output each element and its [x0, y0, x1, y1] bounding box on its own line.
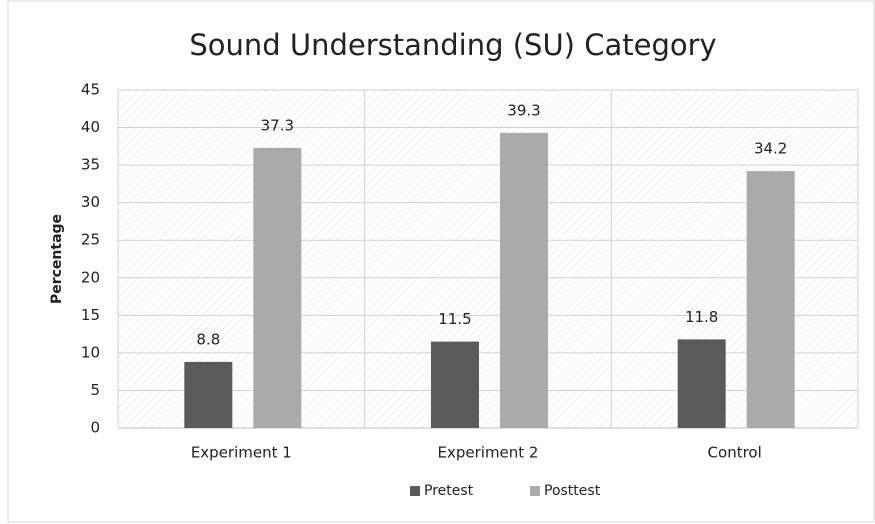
- plot-area: [118, 90, 858, 428]
- y-tick-label: 0: [90, 419, 100, 437]
- bar: [500, 132, 548, 428]
- bar: [184, 361, 233, 428]
- y-tick-label: 5: [90, 381, 100, 399]
- y-tick-label: 45: [81, 81, 100, 99]
- x-tick-label: Experiment 2: [438, 444, 539, 462]
- y-tick-label: 15: [81, 306, 100, 324]
- legend-label: Posttest: [544, 483, 601, 499]
- y-tick-label: 35: [81, 156, 100, 174]
- y-tick-label: 10: [81, 343, 100, 361]
- chart-title: Sound Understanding (SU) Category: [189, 28, 716, 62]
- legend-swatch: [410, 486, 420, 496]
- x-tick-label: Control: [708, 444, 762, 462]
- legend-label: Pretest: [424, 483, 474, 499]
- legend-swatch: [530, 486, 540, 496]
- y-tick-label: 25: [81, 231, 100, 249]
- bar: [431, 341, 479, 428]
- data-label: 39.3: [507, 101, 540, 119]
- bar: [746, 171, 795, 428]
- bar: [677, 339, 726, 428]
- y-tick-label: 20: [81, 268, 100, 286]
- data-label: 37.3: [261, 116, 294, 134]
- data-label: 8.8: [196, 330, 220, 348]
- data-label: 34.2: [754, 140, 787, 158]
- y-tick-label: 30: [81, 193, 100, 211]
- y-axis-label: Percentage: [49, 214, 65, 304]
- data-label: 11.8: [685, 308, 718, 326]
- x-tick-label: Experiment 1: [191, 444, 292, 462]
- bar: [253, 147, 302, 428]
- data-label: 11.5: [438, 310, 471, 328]
- y-tick-label: 40: [81, 118, 100, 136]
